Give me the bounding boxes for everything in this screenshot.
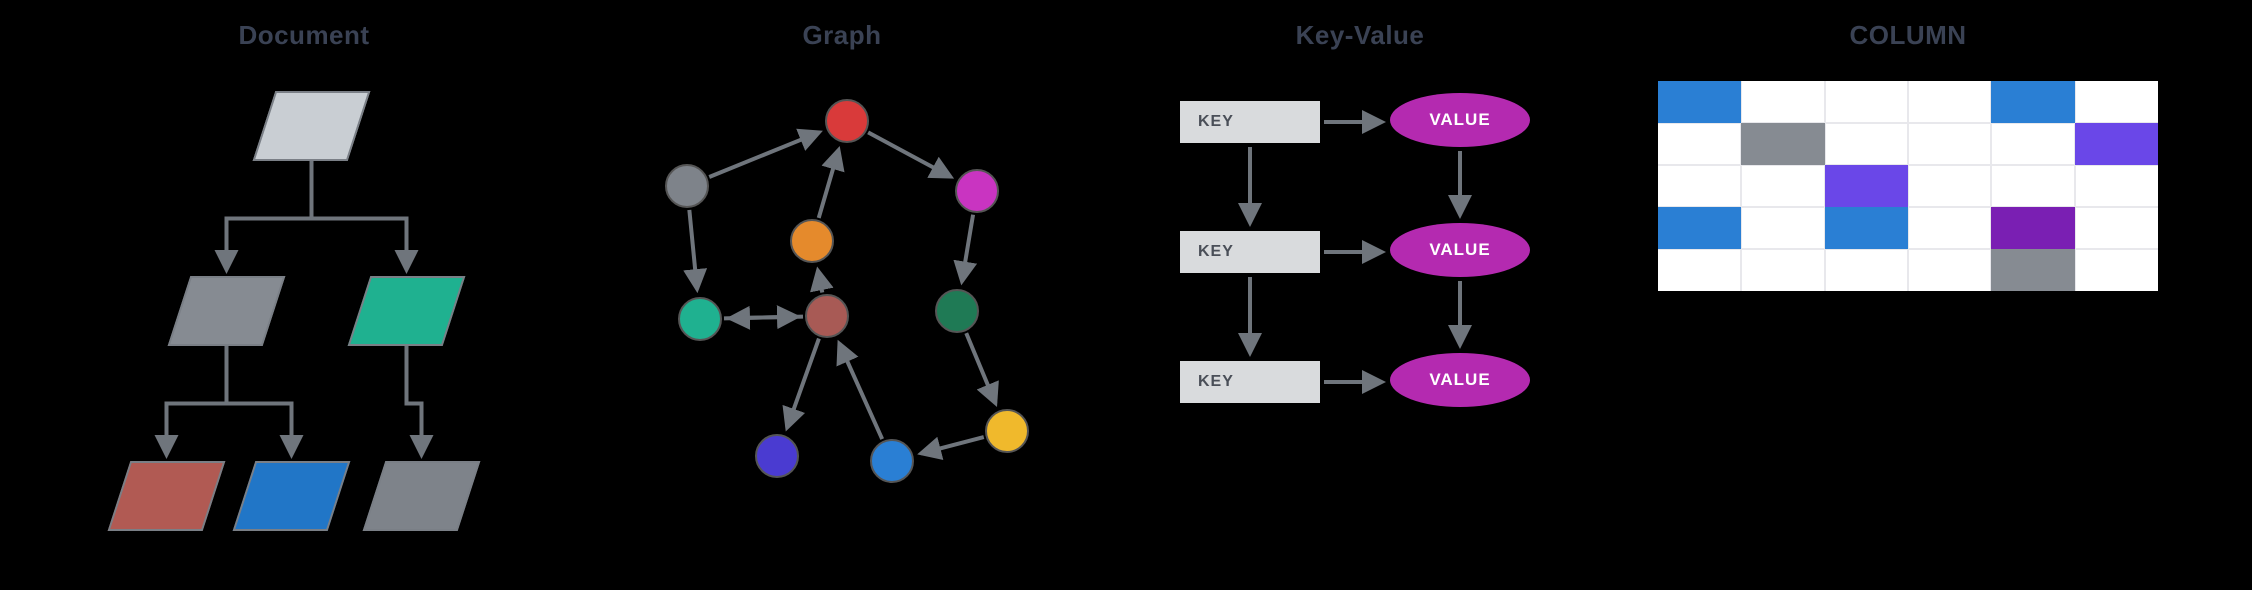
column-diagram [1658,81,2158,291]
column-grid [1658,81,2158,291]
document-node [168,276,286,346]
kv-key: KEY [1180,361,1320,403]
column-cell [1991,207,2074,249]
panel-keyvalue: Key-Value KEY VALUE KEY VALUE KEY VALUE [1170,20,1550,461]
kv-value: VALUE [1390,93,1530,147]
title-document: Document [238,20,369,51]
kv-key: KEY [1180,101,1320,143]
document-node [253,91,371,161]
graph-node [955,169,999,213]
panel-document: Document [94,20,514,551]
graph-node [665,164,709,208]
column-cell [1658,81,1741,123]
column-cell [1991,249,2074,291]
column-cell [1825,165,1908,207]
title-keyvalue: Key-Value [1296,20,1425,51]
panel-column: COLUMN [1658,20,2158,291]
graph-diagram [622,81,1062,521]
title-column: COLUMN [1849,20,1966,51]
title-graph: Graph [802,20,881,51]
graph-node [790,219,834,263]
keyvalue-diagram: KEY VALUE KEY VALUE KEY VALUE [1170,81,1550,461]
document-node [108,461,226,531]
graph-node [985,409,1029,453]
column-cell [1825,207,1908,249]
column-cell [2075,123,2158,165]
graph-node [678,297,722,341]
column-cell [1991,81,2074,123]
graph-node [805,294,849,338]
graph-node [935,289,979,333]
document-diagram [94,81,514,551]
column-cell [1658,207,1741,249]
kv-value: VALUE [1390,353,1530,407]
kv-value: VALUE [1390,223,1530,277]
column-cell [1741,123,1824,165]
document-node [233,461,351,531]
document-node [348,276,466,346]
document-node [363,461,481,531]
panel-graph: Graph [622,20,1062,521]
graph-node [825,99,869,143]
graph-node [870,439,914,483]
graph-node [755,434,799,478]
kv-key: KEY [1180,231,1320,273]
